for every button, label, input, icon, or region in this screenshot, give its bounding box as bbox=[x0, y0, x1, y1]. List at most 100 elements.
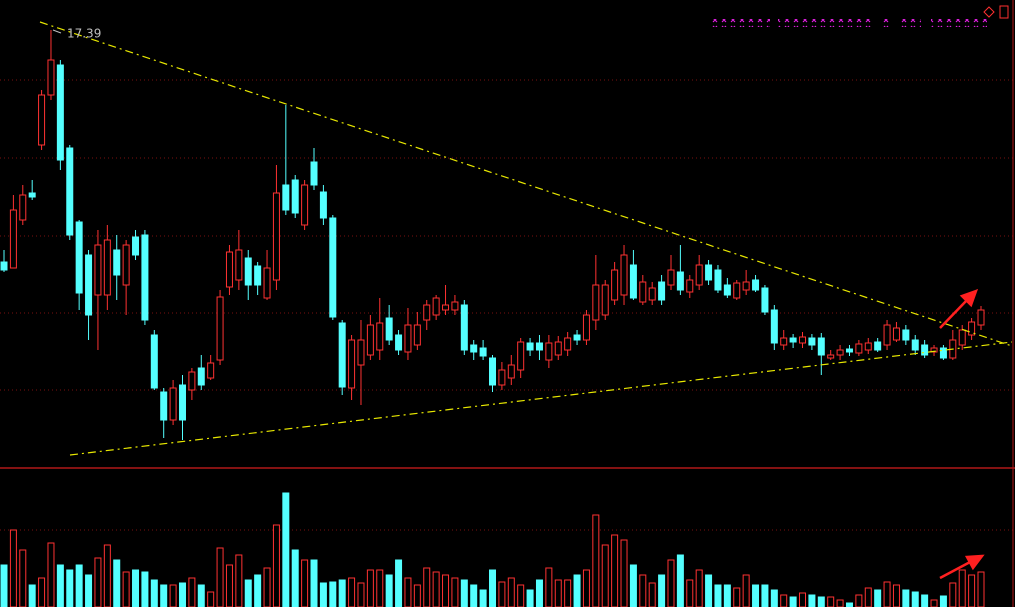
volume-bar bbox=[160, 584, 168, 607]
volume-bar bbox=[676, 554, 684, 607]
volume-bar bbox=[385, 574, 393, 607]
candle-body bbox=[667, 269, 675, 286]
volume-arrow-head bbox=[964, 554, 985, 571]
candle-body bbox=[752, 279, 760, 291]
volume-bar bbox=[592, 514, 600, 607]
candle-body bbox=[75, 221, 83, 294]
candle-body bbox=[648, 287, 656, 301]
volume-bar bbox=[883, 581, 891, 607]
candle-body bbox=[282, 184, 290, 211]
candle-body bbox=[423, 304, 431, 321]
volume-bar bbox=[141, 571, 149, 607]
volume-bar bbox=[442, 574, 450, 607]
volume-bar bbox=[103, 544, 111, 607]
candle-body bbox=[535, 342, 543, 351]
volume-bar bbox=[930, 599, 938, 607]
volume-bar bbox=[714, 584, 722, 607]
volume-bar bbox=[686, 579, 694, 607]
volume-bar bbox=[526, 589, 534, 607]
signal-marker-row bbox=[712, 19, 770, 27]
candle-body bbox=[169, 387, 177, 421]
candle-body bbox=[554, 341, 562, 356]
volume-bar bbox=[582, 569, 590, 607]
candle-body bbox=[319, 191, 327, 219]
volume-bar bbox=[958, 569, 966, 607]
candle-body bbox=[66, 147, 74, 236]
candle-body bbox=[47, 59, 55, 96]
volume-bar bbox=[329, 581, 337, 607]
volume-bar bbox=[939, 595, 947, 607]
volume-bar bbox=[968, 574, 976, 607]
volume-bar bbox=[423, 567, 431, 607]
volume-bar bbox=[620, 539, 628, 607]
volume-bar bbox=[94, 557, 102, 607]
candle-body bbox=[113, 249, 121, 276]
volume-bar bbox=[85, 574, 93, 607]
candle-body bbox=[451, 301, 459, 311]
volume-bar bbox=[817, 596, 825, 607]
candle-body bbox=[470, 344, 478, 353]
candle-body bbox=[244, 257, 252, 286]
candle-body bbox=[489, 357, 496, 386]
volume-bar bbox=[66, 569, 74, 607]
candle-body bbox=[329, 217, 337, 318]
candle-body bbox=[122, 244, 130, 286]
volume-bar bbox=[451, 577, 459, 607]
volume-bar bbox=[789, 596, 797, 607]
volume-bar bbox=[291, 549, 299, 607]
upper-trendline bbox=[39, 21, 1013, 347]
volume-bar bbox=[845, 602, 853, 607]
candle-body bbox=[207, 362, 215, 379]
square-icon bbox=[999, 5, 1009, 19]
volume-bar bbox=[207, 591, 215, 607]
candle-body bbox=[902, 329, 910, 341]
volume-bar bbox=[827, 596, 835, 607]
volume-bar bbox=[770, 589, 778, 607]
candle-body bbox=[442, 304, 450, 311]
volume-bar bbox=[0, 564, 8, 607]
candle-body bbox=[808, 337, 816, 346]
volume-bar bbox=[395, 559, 403, 607]
candle-body bbox=[911, 339, 919, 351]
arrows bbox=[939, 288, 985, 580]
high-label: 17.39 bbox=[67, 27, 101, 41]
volume-bar bbox=[667, 559, 675, 607]
candle-body bbox=[479, 347, 487, 357]
candle-body bbox=[404, 324, 412, 353]
volume-bar bbox=[282, 492, 290, 607]
candle-body bbox=[225, 251, 233, 288]
volume-bar bbox=[742, 574, 750, 607]
candle-body bbox=[216, 296, 224, 361]
candle-body bbox=[357, 339, 365, 366]
candle-body bbox=[761, 287, 769, 313]
candle-body bbox=[348, 339, 356, 389]
candle-body bbox=[0, 261, 8, 271]
volume-bar bbox=[301, 559, 309, 607]
candle-body bbox=[413, 324, 421, 346]
volume-bar bbox=[564, 579, 572, 607]
candle-body bbox=[310, 161, 318, 186]
signal-markers bbox=[712, 19, 987, 27]
volume-bar bbox=[432, 571, 440, 607]
volume-bar bbox=[244, 579, 252, 607]
volume-bar bbox=[310, 559, 318, 607]
candle-body bbox=[507, 364, 515, 379]
price-arrow-head bbox=[959, 288, 979, 308]
candle-body bbox=[836, 349, 844, 356]
candle-body bbox=[601, 284, 609, 316]
candle-body bbox=[376, 322, 384, 351]
candle-body bbox=[517, 341, 525, 371]
candle-body bbox=[178, 384, 186, 421]
volume-bar bbox=[601, 544, 609, 607]
volume-bar bbox=[695, 569, 703, 607]
candle-body bbox=[338, 322, 346, 388]
candle-body bbox=[714, 269, 722, 291]
volume-bar bbox=[188, 577, 196, 607]
candle-body bbox=[939, 347, 947, 359]
volume-bar bbox=[413, 584, 421, 607]
volume-bar bbox=[404, 577, 412, 607]
diamond-icon bbox=[983, 6, 995, 18]
volume-bar bbox=[460, 579, 468, 607]
